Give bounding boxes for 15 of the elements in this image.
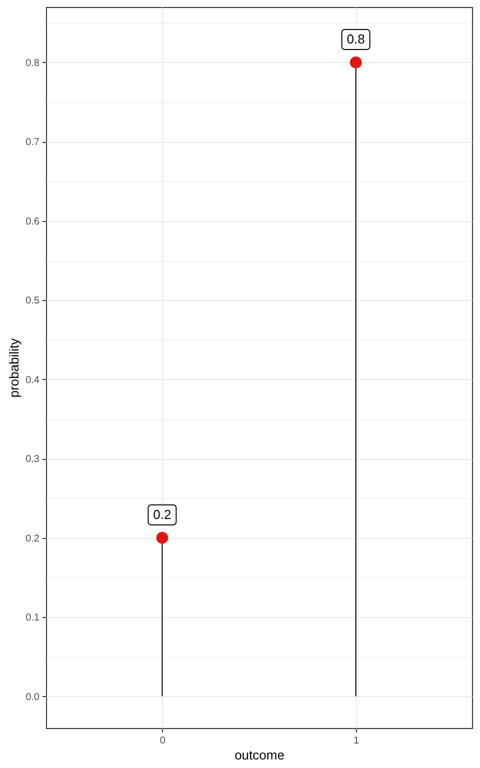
y-tick-label: 0.5 — [26, 296, 40, 307]
y-tick-label: 0.7 — [26, 137, 40, 148]
x-tick-label: 1 — [354, 736, 360, 746]
x-tick-label: 0 — [160, 736, 166, 746]
y-tick-label: 0.1 — [26, 612, 40, 624]
y-tick-label: 0.2 — [26, 533, 40, 544]
data-label: 0.2 — [153, 506, 172, 522]
y-tick-label: 0.8 — [26, 58, 40, 69]
x-axis-title: outcome — [234, 748, 284, 762]
y-axis-title: probability — [6, 338, 22, 398]
y-tick-label: 0.6 — [26, 216, 40, 228]
y-tick-label: 0.3 — [26, 454, 40, 466]
y-tick-label: 0.4 — [26, 374, 40, 386]
data-label: 0.8 — [346, 31, 365, 46]
y-tick-label: 0.0 — [26, 692, 40, 703]
